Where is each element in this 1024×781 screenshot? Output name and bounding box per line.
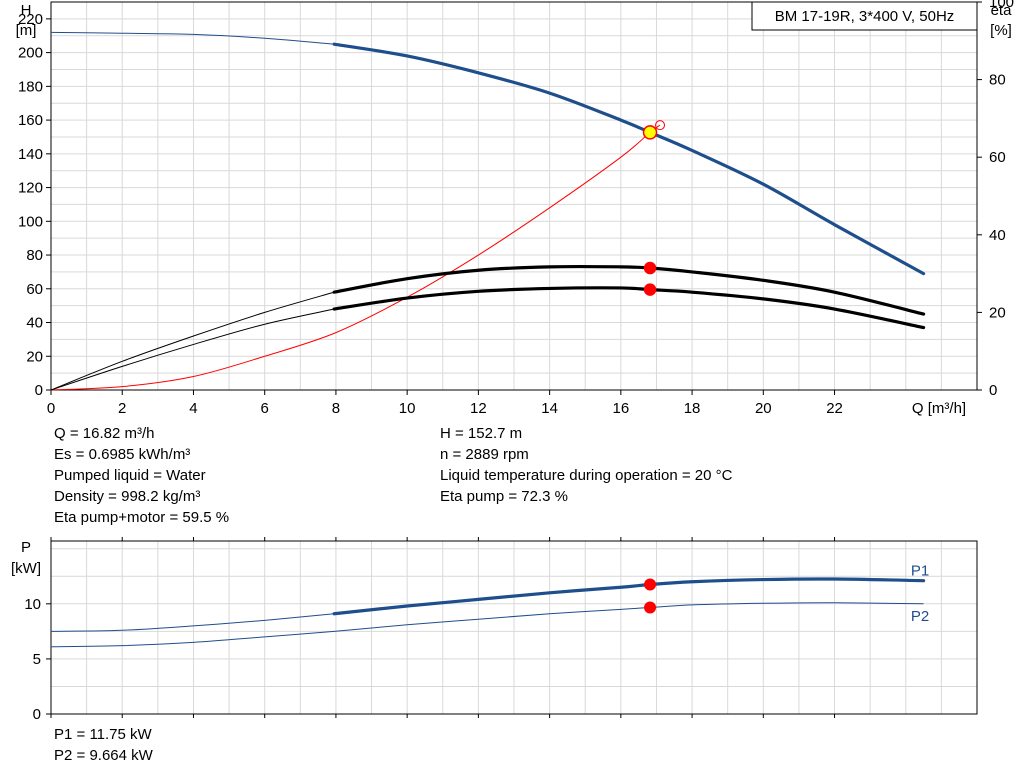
info-density: Density = 998.2 kg/m³ xyxy=(54,488,201,505)
info-liquid-temperature: Liquid temperature during operation = 20… xyxy=(440,467,733,484)
x-tick-label: 20 xyxy=(755,400,772,417)
chart-title-box xyxy=(751,1,978,31)
eta-pump-curve-extrapolated xyxy=(50,291,335,391)
info-pumped-liquid: Pumped liquid = Water xyxy=(54,467,206,484)
power-point-marker xyxy=(644,601,657,614)
power-y-tick-label: 0 xyxy=(33,706,41,723)
y-tick-label-left: 20 xyxy=(26,348,43,365)
efficiency-point-marker xyxy=(643,283,657,296)
y-tick-label-right: 40 xyxy=(989,227,1006,244)
y-axis-title-left: H xyxy=(21,2,32,19)
y-tick-label-left: 100 xyxy=(18,213,43,230)
y-tick-label-left: 160 xyxy=(18,112,43,129)
x-tick-label: 4 xyxy=(189,400,197,417)
y-axis-unit-left: [m] xyxy=(16,22,37,39)
duty-point-info-right: H = 152.7 m n = 2889 rpm Liquid temperat… xyxy=(440,423,732,507)
info-specific-energy: Es = 0.6985 kWh/m³ xyxy=(54,446,191,463)
info-eta-pump-motor: Eta pump+motor = 59.5 % xyxy=(54,509,230,526)
efficiency-point-marker xyxy=(643,261,657,275)
y-tick-label-left: 200 xyxy=(18,45,43,62)
info-eta-pump: Eta pump = 72.3 % xyxy=(440,488,568,505)
system-curve-line xyxy=(50,124,661,391)
system-curve-end-marker xyxy=(655,120,666,131)
y-tick-label-right: 0 xyxy=(989,382,997,399)
power-axis-title: P xyxy=(21,539,31,556)
power-axis-unit: [kW] xyxy=(11,560,41,577)
x-tick-label: 12 xyxy=(470,400,487,417)
head-curve-extrapolated xyxy=(50,31,335,45)
power-series-label: P1 xyxy=(911,563,929,580)
info-flow: Q = 16.82 m³/h xyxy=(54,425,155,442)
y-axis-unit-right: [%] xyxy=(990,22,1012,39)
info-head: H = 152.7 m xyxy=(440,425,523,442)
power-y-tick-label: 5 xyxy=(33,651,41,668)
info-p2: P2 = 9.664 kW xyxy=(54,747,153,764)
x-tick-label: 0 xyxy=(47,400,55,417)
x-tick-label: 8 xyxy=(332,400,340,417)
power-series-label: P2 xyxy=(911,608,929,625)
power-point-marker xyxy=(644,578,657,591)
y-tick-label-right: 60 xyxy=(989,149,1006,166)
y-tick-label-left: 120 xyxy=(18,180,43,197)
x-tick-label: 2 xyxy=(118,400,126,417)
y-tick-label-left: 40 xyxy=(26,315,43,332)
info-speed: n = 2889 rpm xyxy=(440,446,529,463)
x-tick-label: 22 xyxy=(826,400,843,417)
duty-point-info-left: Q = 16.82 m³/h Es = 0.6985 kWh/m³ Pumped… xyxy=(54,423,229,528)
power-p1-curve xyxy=(332,577,926,616)
x-axis-title: Q [m³/h] xyxy=(912,400,966,417)
duty-point-marker xyxy=(642,125,658,140)
power-info: P1 = 11.75 kW P2 = 9.664 kW xyxy=(54,724,153,766)
y-axis-title-right: eta xyxy=(991,2,1013,19)
top-plot-frame xyxy=(50,1,978,391)
eta-pump-motor-curve xyxy=(332,286,926,330)
y-tick-label-right: 20 xyxy=(989,304,1006,321)
info-p1: P1 = 11.75 kW xyxy=(54,726,152,743)
eta-pump-motor-curve-extrapolated xyxy=(50,308,335,391)
y-tick-label-right: 80 xyxy=(989,72,1006,89)
chart-title: BM 17-19R, 3*400 V, 50Hz xyxy=(775,8,955,25)
x-tick-label: 14 xyxy=(541,400,558,417)
power-plot-frame xyxy=(50,540,978,715)
eta-pump-curve xyxy=(332,264,926,316)
y-tick-label-left: 220 xyxy=(18,11,43,28)
power-p2-curve xyxy=(50,602,924,648)
head-curve xyxy=(332,42,926,276)
y-tick-label-left: 80 xyxy=(26,247,43,264)
y-tick-label-left: 60 xyxy=(26,281,43,298)
y-tick-label-right: 100 xyxy=(989,0,1014,11)
x-tick-label: 6 xyxy=(261,400,269,417)
y-tick-label-left: 180 xyxy=(18,78,43,95)
y-tick-label-left: 140 xyxy=(18,146,43,163)
power-p1-curve-extrapolated xyxy=(50,613,335,632)
y-tick-label-left: 0 xyxy=(35,382,43,399)
power-y-tick-label: 10 xyxy=(24,596,41,613)
x-tick-label: 10 xyxy=(399,400,416,417)
x-tick-label: 16 xyxy=(613,400,630,417)
x-tick-label: 18 xyxy=(684,400,701,417)
